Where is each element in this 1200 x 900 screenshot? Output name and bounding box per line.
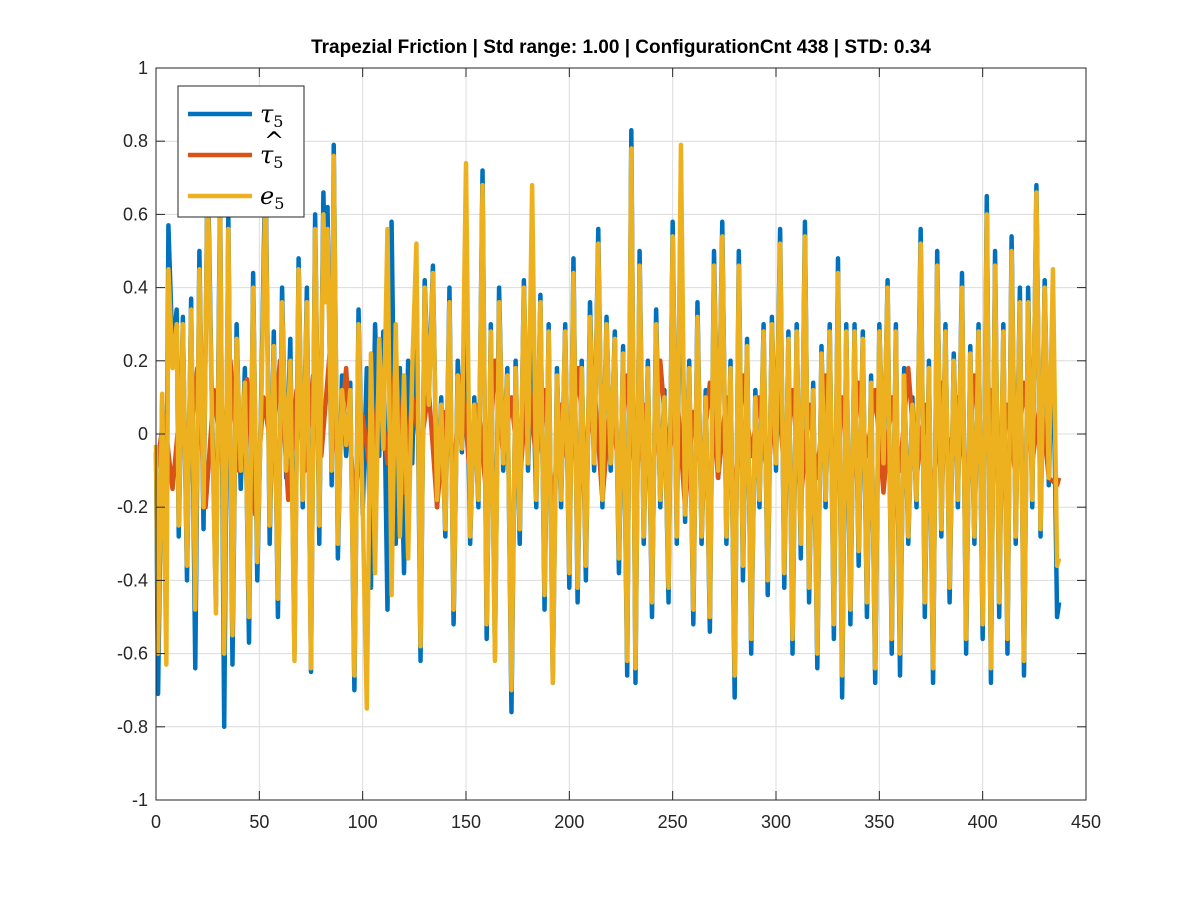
chart-title: Trapezial Friction | Std range: 1.00 | C… [311,37,931,58]
legend: τ5 τ5^ e5 [177,85,305,218]
y-tick-label: -1 [132,790,148,810]
y-tick-label: -0.8 [117,717,148,737]
y-tick-label: 0 [138,424,148,444]
x-tick-label: 50 [249,812,269,832]
y-tick-label: 0.8 [123,131,148,151]
series-layer [153,127,1062,730]
legend-label-3: e5 [260,182,284,213]
series-line-1 [153,127,1062,730]
y-tick-label: 0.4 [123,278,148,298]
x-tick-label: 150 [451,812,481,832]
x-tick-label: 0 [151,812,161,832]
x-tick-label: 450 [1071,812,1101,832]
legend-hat-accent: ^ [264,127,284,155]
x-tick-label: 300 [761,812,791,832]
x-tick-label: 100 [348,812,378,832]
ticks [155,67,1087,801]
y-tick-label: -0.2 [117,497,148,517]
x-tick-label: 400 [968,812,998,832]
tick-labels: 0 50 100 150 200 250 300 350 400 450 -1 -0.8 -0.6 -0.… [117,58,1101,832]
y-tick-label: 1 [138,58,148,78]
y-tick-label: -0.4 [117,570,148,590]
y-tick-label: 0.6 [123,204,148,224]
x-tick-label: 200 [554,812,584,832]
x-tick-label: 250 [658,812,688,832]
series-line-3 [153,142,1062,711]
legend-label-1: τ5 [260,100,283,131]
x-tick-label: 350 [864,812,894,832]
y-tick-label: 0.2 [123,351,148,371]
legend-label-2: τ5 [260,141,283,172]
y-tick-label: -0.6 [117,644,148,664]
